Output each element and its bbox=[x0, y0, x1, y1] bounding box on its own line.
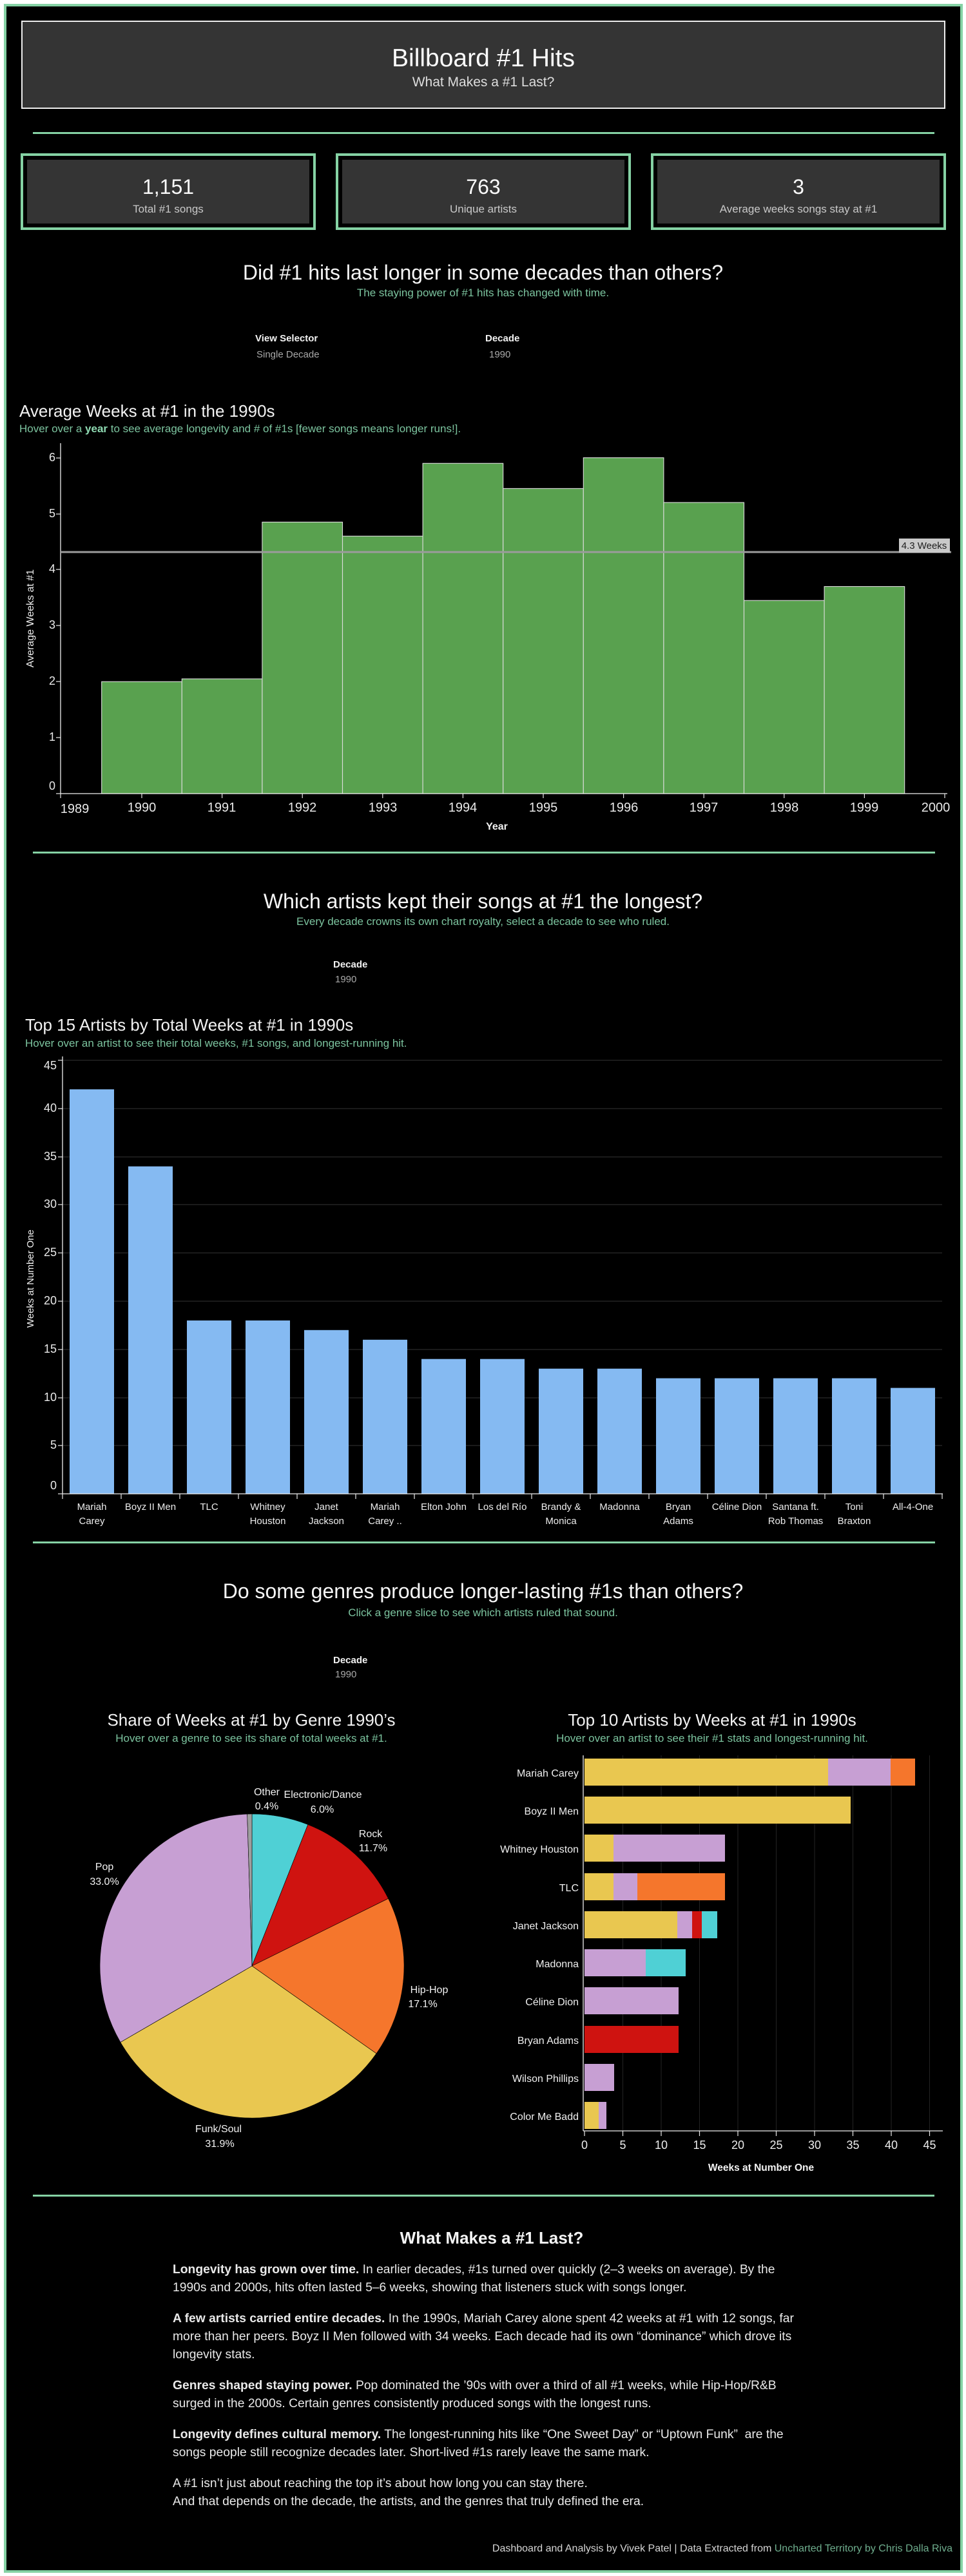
svg-text:25: 25 bbox=[44, 1246, 57, 1259]
svg-text:Bryan: Bryan bbox=[666, 1502, 691, 1512]
svg-text:Houston: Houston bbox=[250, 1516, 286, 1527]
svg-text:Year: Year bbox=[486, 821, 508, 832]
svg-text:Mariah: Mariah bbox=[371, 1502, 400, 1512]
svg-text:6: 6 bbox=[49, 451, 55, 464]
svg-text:Hip-Hop: Hip-Hop bbox=[411, 1985, 449, 1996]
svg-text:Los del Río: Los del Río bbox=[478, 1502, 527, 1512]
svg-text:11.7%: 11.7% bbox=[359, 1843, 387, 1854]
svg-text:Carey ..: Carey .. bbox=[368, 1516, 402, 1527]
svg-text:Braxton: Braxton bbox=[838, 1516, 871, 1527]
svg-text:Madonna: Madonna bbox=[536, 1959, 579, 1970]
svg-text:Jackson: Jackson bbox=[309, 1516, 344, 1527]
svg-text:1992: 1992 bbox=[288, 801, 317, 815]
svg-text:5: 5 bbox=[49, 507, 55, 520]
svg-text:1997: 1997 bbox=[690, 801, 719, 815]
svg-text:Boyz II Men: Boyz II Men bbox=[125, 1502, 176, 1512]
svg-text:Funk/Soul: Funk/Soul bbox=[195, 2124, 242, 2135]
svg-text:Pop: Pop bbox=[95, 1862, 114, 1873]
svg-text:6.0%: 6.0% bbox=[311, 1804, 334, 1815]
svg-text:Hover over a year to see avera: Hover over a year to see average longevi… bbox=[19, 423, 461, 435]
svg-text:Janet: Janet bbox=[314, 1502, 339, 1512]
svg-text:1989: 1989 bbox=[61, 802, 90, 816]
svg-text:Adams: Adams bbox=[663, 1516, 693, 1527]
svg-text:40: 40 bbox=[885, 2139, 898, 2151]
svg-text:30: 30 bbox=[44, 1197, 57, 1210]
svg-text:33.0%: 33.0% bbox=[90, 1876, 119, 1887]
svg-text:10: 10 bbox=[44, 1391, 57, 1404]
svg-text:Average Weeks at #1 in the 199: Average Weeks at #1 in the 1990s bbox=[19, 401, 275, 421]
svg-text:Other: Other bbox=[254, 1787, 280, 1798]
svg-text:1993: 1993 bbox=[369, 801, 398, 815]
svg-text:Wilson Phillips: Wilson Phillips bbox=[512, 2074, 579, 2085]
svg-text:1995: 1995 bbox=[529, 801, 558, 815]
svg-text:Top 15 Artists by Total Weeks: Top 15 Artists by Total Weeks at #1 in 1… bbox=[25, 1015, 353, 1035]
svg-text:Mariah Carey: Mariah Carey bbox=[517, 1768, 579, 1779]
svg-text:0: 0 bbox=[49, 779, 55, 792]
svg-text:4: 4 bbox=[49, 562, 55, 575]
svg-text:Whitney Houston: Whitney Houston bbox=[500, 1844, 579, 1855]
svg-text:Mariah: Mariah bbox=[77, 1502, 107, 1512]
svg-text:Brandy &: Brandy & bbox=[541, 1502, 581, 1512]
svg-text:All-4-One: All-4-One bbox=[893, 1502, 933, 1512]
svg-text:Rock: Rock bbox=[359, 1829, 383, 1840]
svg-text:TLC: TLC bbox=[559, 1883, 579, 1894]
svg-text:1999: 1999 bbox=[850, 801, 879, 815]
svg-text:25: 25 bbox=[769, 2139, 782, 2151]
svg-text:35: 35 bbox=[846, 2139, 859, 2151]
svg-text:3: 3 bbox=[49, 618, 55, 631]
svg-text:Weeks at Number One: Weeks at Number One bbox=[25, 1230, 36, 1328]
svg-text:Weeks at Number One: Weeks at Number One bbox=[708, 2162, 815, 2173]
svg-text:4.3 Weeks: 4.3 Weeks bbox=[902, 540, 947, 551]
svg-text:Céline Dion: Céline Dion bbox=[712, 1502, 762, 1512]
svg-text:Bryan Adams: Bryan Adams bbox=[517, 2036, 579, 2046]
svg-text:40: 40 bbox=[44, 1102, 57, 1114]
svg-text:Santana ft.: Santana ft. bbox=[772, 1502, 819, 1512]
svg-text:Average Weeks at #1: Average Weeks at #1 bbox=[25, 569, 36, 667]
svg-text:Carey: Carey bbox=[79, 1516, 105, 1527]
svg-text:1: 1 bbox=[49, 730, 55, 743]
svg-text:5: 5 bbox=[619, 2139, 626, 2151]
svg-text:Boyz II Men: Boyz II Men bbox=[525, 1806, 579, 1817]
svg-text:Céline Dion: Céline Dion bbox=[525, 1997, 579, 2008]
svg-text:1998: 1998 bbox=[770, 801, 799, 815]
svg-text:2000: 2000 bbox=[922, 801, 951, 815]
svg-text:Rob Thomas: Rob Thomas bbox=[768, 1516, 824, 1527]
svg-text:Toni: Toni bbox=[845, 1502, 864, 1512]
svg-text:Electronic/Dance: Electronic/Dance bbox=[284, 1789, 362, 1800]
svg-text:15: 15 bbox=[693, 2139, 706, 2151]
svg-text:1991: 1991 bbox=[208, 801, 237, 815]
svg-text:0: 0 bbox=[50, 1479, 57, 1492]
svg-text:20: 20 bbox=[44, 1294, 57, 1307]
svg-text:31.9%: 31.9% bbox=[205, 2139, 234, 2150]
svg-text:5: 5 bbox=[50, 1438, 57, 1451]
svg-text:Monica: Monica bbox=[545, 1516, 577, 1527]
svg-text:1990: 1990 bbox=[128, 801, 157, 815]
svg-text:TLC: TLC bbox=[200, 1502, 218, 1512]
svg-text:45: 45 bbox=[923, 2139, 936, 2151]
svg-text:Madonna: Madonna bbox=[599, 1502, 640, 1512]
svg-text:Hover over an artist to see th: Hover over an artist to see their total … bbox=[25, 1037, 407, 1049]
svg-text:0: 0 bbox=[581, 2139, 588, 2151]
svg-text:20: 20 bbox=[731, 2139, 744, 2151]
svg-text:45: 45 bbox=[44, 1059, 57, 1072]
svg-text:17.1%: 17.1% bbox=[408, 1999, 437, 2010]
svg-text:Janet Jackson: Janet Jackson bbox=[513, 1921, 579, 1932]
svg-text:15: 15 bbox=[44, 1342, 57, 1355]
svg-text:Whitney: Whitney bbox=[250, 1502, 285, 1512]
svg-text:Color Me Badd: Color Me Badd bbox=[510, 2112, 579, 2123]
svg-text:2: 2 bbox=[49, 674, 55, 687]
svg-text:35: 35 bbox=[44, 1150, 57, 1163]
svg-text:Elton John: Elton John bbox=[421, 1502, 467, 1512]
svg-text:30: 30 bbox=[808, 2139, 821, 2151]
svg-text:1996: 1996 bbox=[610, 801, 639, 815]
svg-text:10: 10 bbox=[655, 2139, 668, 2151]
svg-text:0.4%: 0.4% bbox=[255, 1801, 278, 1812]
svg-text:1994: 1994 bbox=[449, 801, 478, 815]
